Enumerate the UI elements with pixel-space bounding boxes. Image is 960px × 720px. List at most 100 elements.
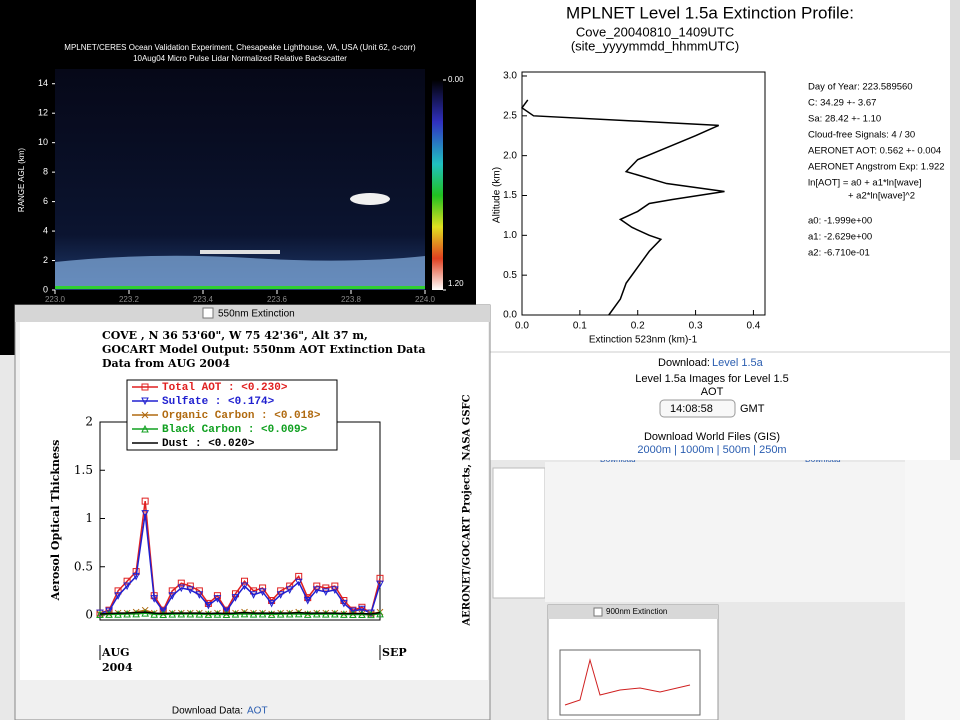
y-tick-label: 4 — [43, 225, 48, 235]
window-title: 550nm Extinction — [218, 309, 295, 320]
marker — [303, 610, 312, 618]
marker — [222, 610, 231, 619]
time-select[interactable] — [659, 399, 736, 418]
marker — [213, 610, 222, 618]
marker — [331, 609, 339, 618]
marker — [358, 610, 366, 619]
title-bar — [15, 305, 490, 322]
marker — [349, 610, 357, 619]
y-tick-label: 3.0 — [503, 71, 517, 82]
marker — [321, 610, 330, 618]
marker — [141, 397, 149, 406]
x-tick-label: 223.2 — [119, 295, 140, 304]
marker — [105, 607, 113, 616]
lidar-boundary-layer — [55, 255, 425, 288]
scrollbar — [950, 0, 960, 460]
resolution-links[interactable]: 2000m | 1000m | 500m | 250m — [637, 444, 786, 456]
marker — [186, 609, 195, 618]
stat-line: + a2*ln[wave]^2 — [848, 191, 915, 202]
marker — [195, 591, 204, 599]
marker — [259, 584, 267, 592]
marker — [150, 610, 159, 618]
x-tick-label: SEP — [382, 646, 407, 659]
marker — [313, 582, 321, 590]
marker — [114, 587, 122, 595]
legend — [126, 379, 338, 451]
marker — [204, 610, 213, 618]
marker — [276, 610, 285, 618]
marker — [123, 609, 131, 618]
thumbnail-plot — [559, 649, 701, 716]
profile-line — [520, 99, 725, 316]
y-tick-label: 2.5 — [503, 110, 517, 121]
profile-window — [476, 0, 950, 460]
header-line: Data from AUG 2004 — [102, 357, 230, 370]
marker — [322, 584, 330, 592]
marker — [249, 591, 258, 599]
marker — [267, 610, 276, 618]
marker — [258, 609, 267, 618]
marker — [222, 607, 231, 616]
marker — [168, 610, 177, 618]
marker — [303, 597, 312, 605]
x-tick-label: 0.1 — [573, 321, 587, 332]
marker — [349, 607, 357, 616]
checkbox[interactable] — [593, 607, 603, 617]
thumbnail-line — [564, 658, 691, 706]
header-line: GOCART Model Output: 550nm AOT Extinctio… — [102, 343, 426, 356]
x-tick-label: 224.0 — [415, 295, 436, 304]
marker — [312, 586, 321, 595]
marker — [132, 609, 140, 618]
marker — [241, 577, 249, 585]
marker — [141, 383, 149, 391]
marker — [285, 586, 294, 595]
x-tick-label: 223.8 — [341, 295, 362, 304]
marker — [177, 609, 186, 618]
colorbar-label: 1.20 — [448, 279, 464, 288]
stat-line: a0: -1.999e+00 — [808, 216, 872, 227]
marker — [105, 610, 113, 618]
marker — [321, 588, 330, 596]
marker — [276, 591, 285, 599]
marker — [186, 582, 194, 590]
colorbar-label: 0.00 — [448, 75, 464, 84]
marker — [204, 601, 213, 610]
download-label: Download: — [658, 357, 710, 369]
marker — [177, 579, 185, 587]
y-tick-label: 2.0 — [503, 150, 517, 161]
images-title: Level 1.5a Images for Level 1.5 — [635, 373, 788, 385]
lidar-title: MPLNET/CERES Ocean Validation Experiment… — [64, 43, 416, 52]
y-tick-label: 12 — [38, 108, 48, 118]
y-tick-label: 0.5 — [503, 270, 517, 281]
time-value: 14:08:58 — [670, 403, 713, 415]
marker — [240, 582, 249, 591]
marker — [331, 582, 339, 590]
stat-line: C: 34.29 +- 3.67 — [808, 98, 876, 109]
lidar-ground — [55, 286, 425, 289]
series-line — [99, 611, 381, 615]
header-line: COVE , N 36 53'60", W 75 42'36", Alt 37 … — [102, 329, 368, 342]
download-link[interactable]: AOT — [247, 706, 268, 717]
checkbox[interactable] — [202, 307, 214, 319]
profile-title: MPLNET Level 1.5a Extinction Profile: — [566, 3, 854, 22]
background-panel — [545, 462, 907, 602]
download-link[interactable]: Level 1.5a — [712, 357, 764, 369]
x-tick-label: 223.6 — [267, 295, 288, 304]
marker — [285, 609, 294, 618]
legend-label: Sulfate : <0.174> — [162, 396, 275, 408]
y-tick-label: 10 — [38, 137, 48, 147]
profile-frame — [521, 71, 766, 316]
profile-subtitle: Cove_20040810_1409UTC — [576, 24, 734, 39]
marker — [132, 572, 140, 581]
y-tick-label: 1.5 — [74, 463, 93, 477]
marker — [213, 595, 222, 603]
y-tick-label: 2 — [43, 255, 48, 265]
stat-line: ln[AOT] = a0 + a1*ln[wave] — [808, 178, 922, 189]
marker — [331, 586, 339, 595]
y-tick-label: 8 — [43, 167, 48, 177]
time-zone: GMT — [740, 403, 765, 415]
legend-label: Dust : <0.020> — [162, 438, 255, 450]
marker — [141, 424, 149, 433]
